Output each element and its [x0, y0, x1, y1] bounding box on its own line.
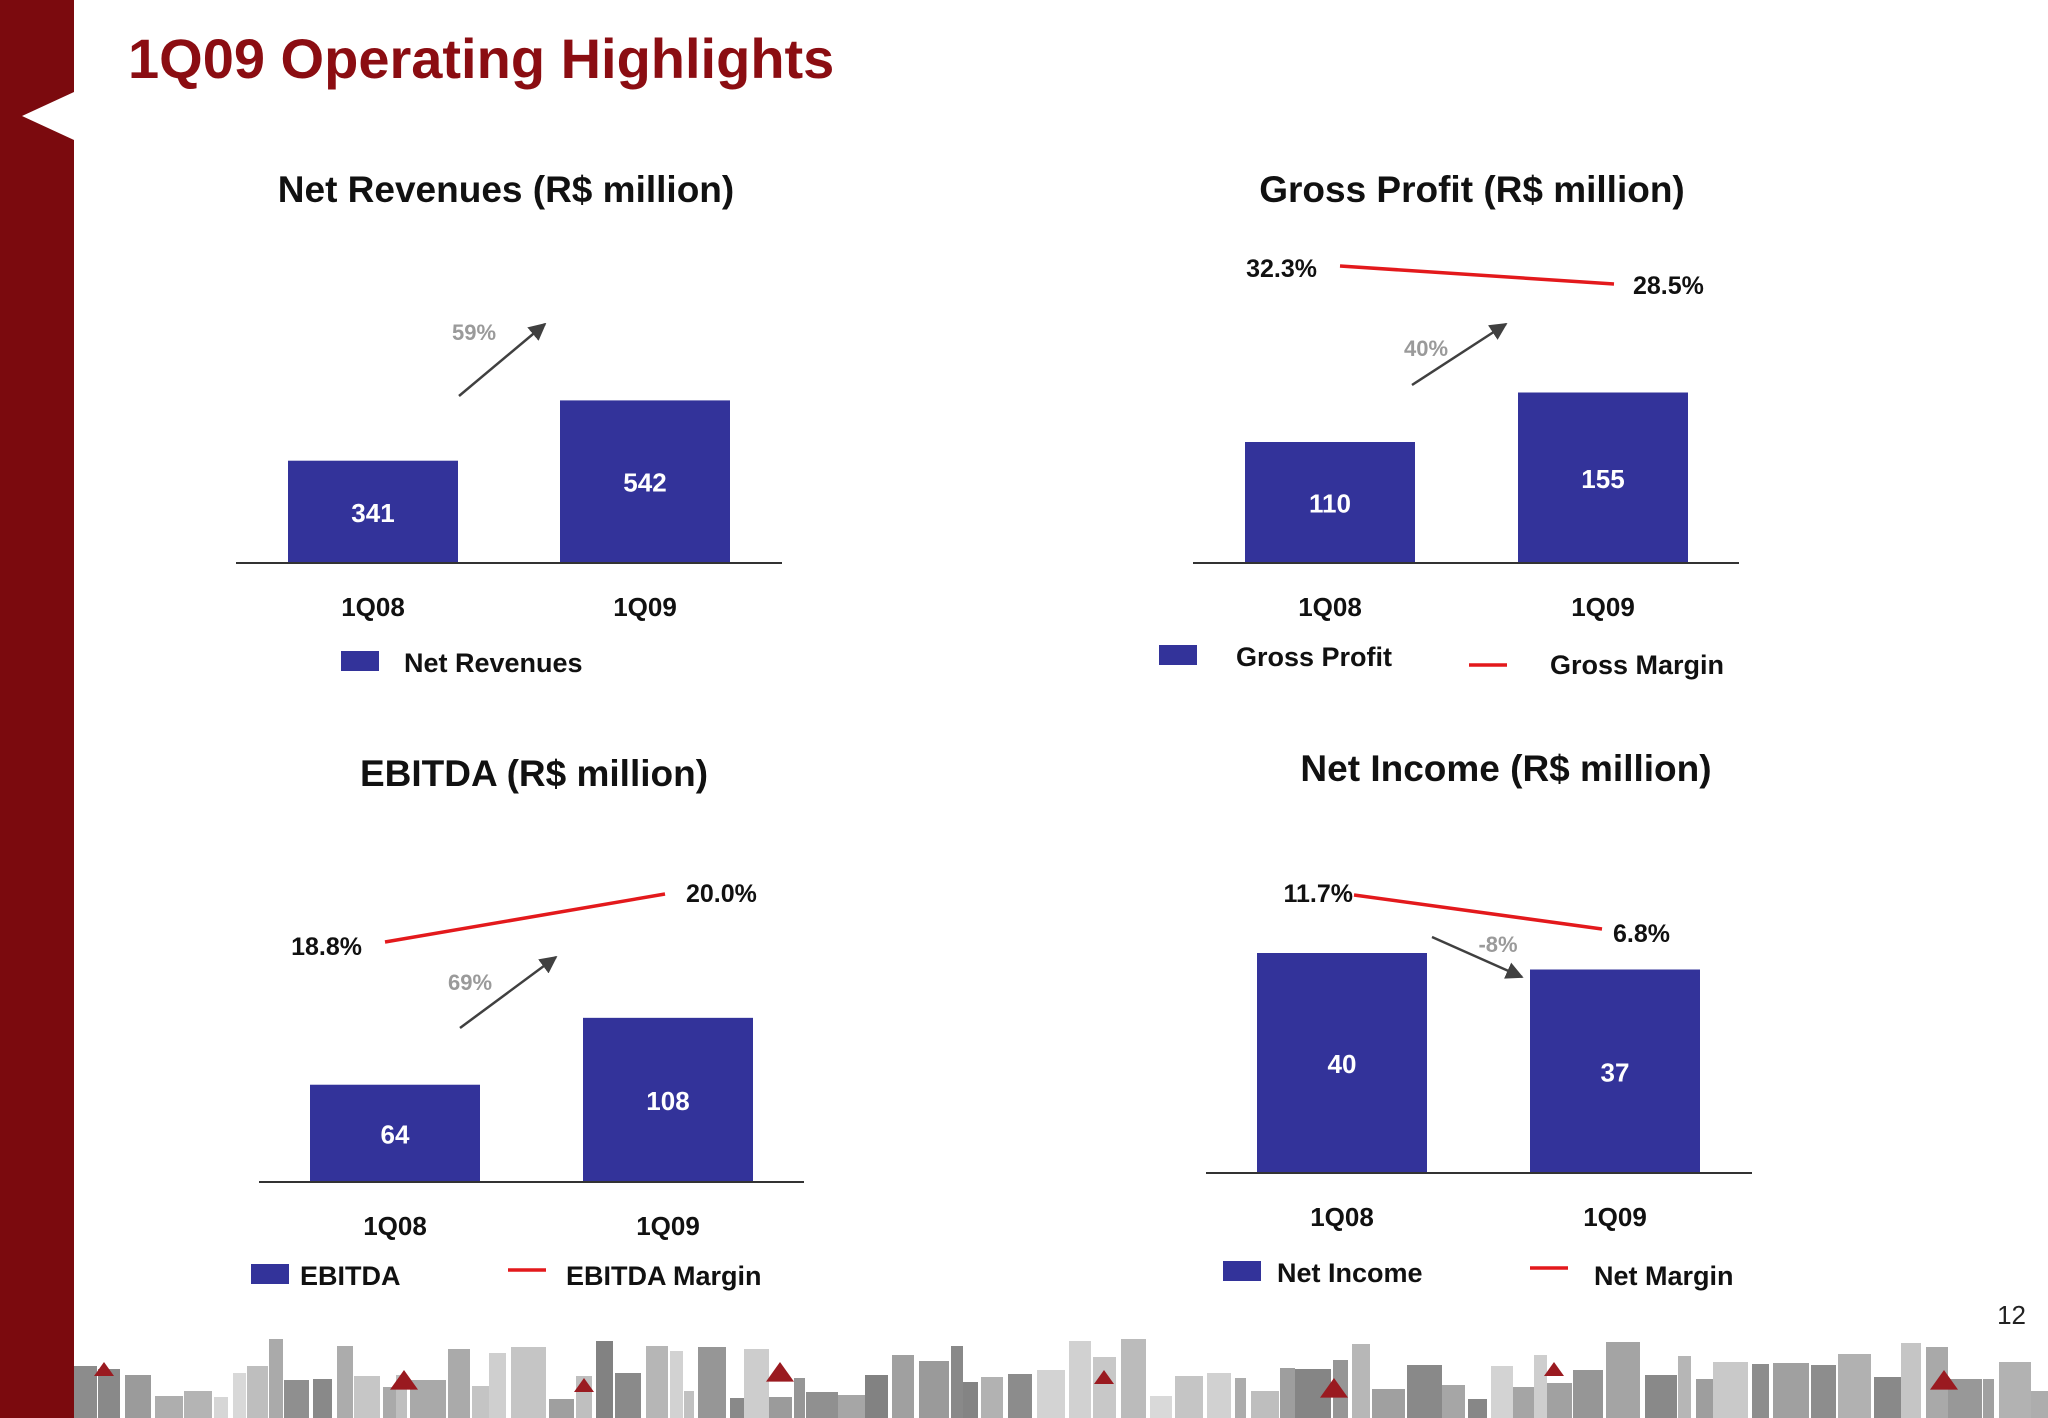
gross-profit-value-label: 155 [1581, 464, 1624, 494]
net-income-growth-label: -8% [1478, 932, 1517, 957]
gross-profit-legend-swatch [1159, 645, 1197, 665]
gross-profit-chart-title: Gross Profit (R$ million) [1259, 169, 1685, 210]
net-income-legend-swatch [1223, 1261, 1261, 1281]
net-income-margin-label: 11.7% [1283, 880, 1353, 908]
skyline-logo-icon [1930, 1370, 1958, 1390]
gross-profit-bar-1q08 [1245, 442, 1415, 563]
skyline-buildings [74, 1339, 2048, 1418]
skyline-logo-icon [1544, 1362, 1564, 1376]
ebitda-legend-label: EBITDA [300, 1261, 401, 1291]
net-income-bar-1q09 [1530, 969, 1700, 1173]
ebitda-bar-1q08 [310, 1084, 480, 1182]
net-income-value-label: 37 [1601, 1057, 1630, 1087]
net-revenues-category-label: 1Q09 [613, 592, 677, 622]
city-skyline-image [74, 1339, 2048, 1418]
net-income-chart-title: Net Income (R$ million) [1300, 748, 1711, 789]
skyline-logo-icon [766, 1362, 794, 1382]
gross-profit-legend-label: Gross Profit [1236, 642, 1392, 672]
gross-profit-bar-1q09 [1518, 392, 1688, 563]
sidebar-band [0, 0, 74, 1418]
net-income-margin-line [1353, 893, 1603, 931]
charts-canvas: Net Revenues (R$ million) 341 1Q08 542 1Q09 5… [236, 169, 1752, 1291]
ebitda-margin-label: 20.0% [686, 880, 757, 908]
gross-profit-category-label: 1Q09 [1571, 592, 1635, 622]
net-income-bar-1q08 [1257, 953, 1427, 1173]
ebitda-growth-label: 69% [448, 970, 492, 995]
ebitda-legend-label: EBITDA Margin [566, 1261, 762, 1291]
ebitda-value-label: 64 [381, 1119, 410, 1149]
net-income-legend-label: Net Margin [1594, 1261, 1734, 1291]
net-revenues-bar-1q09 [560, 400, 730, 563]
skyline-logo-icon [1320, 1378, 1348, 1398]
gross-profit-margin-label: 32.3% [1246, 255, 1317, 283]
net-revenues-legend-swatch [341, 651, 379, 671]
gross-profit-growth-label: 40% [1404, 336, 1448, 361]
skyline-logo-icon [574, 1378, 594, 1392]
gross-profit-value-label: 110 [1309, 489, 1351, 519]
net-revenues-growth-arrow [458, 322, 547, 397]
gross-profit-legend-label: Gross Margin [1550, 650, 1724, 680]
net-revenues-value-label: 542 [623, 468, 666, 498]
ebitda-bar-1q09 [583, 1017, 753, 1182]
ebitda-growth-arrow [459, 955, 558, 1030]
skyline-logo-icon [390, 1370, 418, 1390]
net-revenues-value-label: 341 [351, 498, 394, 528]
gross-profit-margin-line [1339, 264, 1615, 286]
gross-profit-category-label: 1Q08 [1298, 592, 1362, 622]
net-income-value-label: 40 [1328, 1049, 1357, 1079]
gross-profit-growth-arrow [1411, 322, 1508, 387]
skyline-logo-icon [94, 1362, 114, 1376]
net-revenues-bar-1q08 [288, 460, 458, 563]
ebitda-chart-title: EBITDA (R$ million) [360, 753, 708, 794]
net-income-category-label: 1Q09 [1583, 1202, 1647, 1232]
net-income-category-label: 1Q08 [1310, 1202, 1374, 1232]
net-revenues-category-label: 1Q08 [341, 592, 405, 622]
slide-title: 1Q09 Operating Highlights [128, 27, 835, 90]
ebitda-category-label: 1Q09 [636, 1211, 700, 1241]
ebitda-value-label: 108 [646, 1086, 689, 1116]
skyline-logo-icon [1094, 1370, 1114, 1384]
net-revenues-legend-label: Net Revenues [404, 648, 583, 678]
page-number: 12 [1997, 1300, 2026, 1330]
net-income-legend-label: Net Income [1277, 1258, 1423, 1288]
net-income-growth-arrow [1431, 935, 1524, 979]
ebitda-margin-line [384, 892, 666, 944]
gross-profit-margin-label: 28.5% [1633, 272, 1704, 300]
sidebar-notch-icon [22, 92, 74, 140]
net-revenues-growth-label: 59% [452, 320, 496, 345]
ebitda-category-label: 1Q08 [363, 1211, 427, 1241]
net-revenues-chart-title: Net Revenues (R$ million) [278, 169, 734, 210]
ebitda-margin-label: 18.8% [291, 933, 362, 961]
net-income-margin-label: 6.8% [1613, 920, 1670, 948]
ebitda-legend-swatch [251, 1264, 289, 1284]
